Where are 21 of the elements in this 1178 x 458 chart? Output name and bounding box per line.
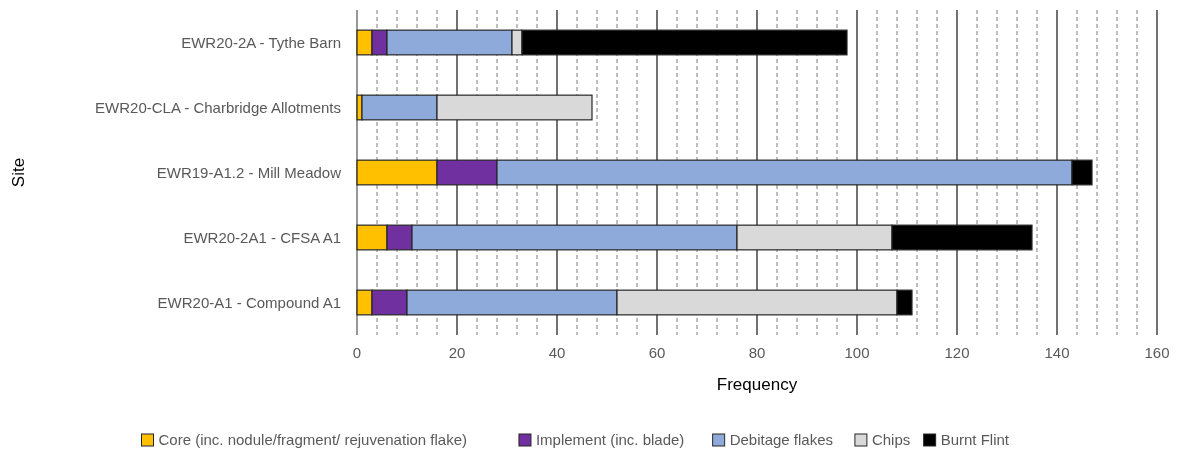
x-tick-label: 80	[748, 344, 766, 361]
y-axis-title: Site	[9, 157, 28, 188]
x-axis-title: Frequency	[716, 375, 798, 394]
legend-label: Chips	[871, 431, 911, 448]
legend-label: Core (inc. nodule/fragment/ rejuvenation flake)	[158, 431, 467, 448]
x-tick-label: 20	[448, 344, 466, 361]
legend-label: Implement (inc. blade)	[535, 431, 685, 448]
legend-label: Debitage flakes	[729, 431, 834, 448]
x-tick-label: 160	[1144, 344, 1170, 361]
x-tick-label: 0	[352, 344, 362, 361]
x-tick-label: 140	[1044, 344, 1070, 361]
y-tick-label: EWR19-A1.2 - Mill Meadow	[156, 163, 342, 181]
x-tick-label: 100	[844, 344, 870, 361]
x-tick-label: 60	[648, 344, 666, 361]
y-tick-label: EWR20-2A - Tythe Barn	[181, 33, 341, 51]
legend-label: Burnt Flint	[940, 431, 1010, 448]
x-tick-label: 40	[548, 344, 566, 361]
y-tick-label: EWR20-2A1 - CFSA A1	[183, 228, 341, 246]
x-tick-label: 120	[944, 344, 970, 361]
y-tick-label: EWR20-A1 - Compound A1	[157, 293, 341, 311]
y-tick-label: EWR20-CLA - Charbridge Allotments	[95, 98, 341, 116]
